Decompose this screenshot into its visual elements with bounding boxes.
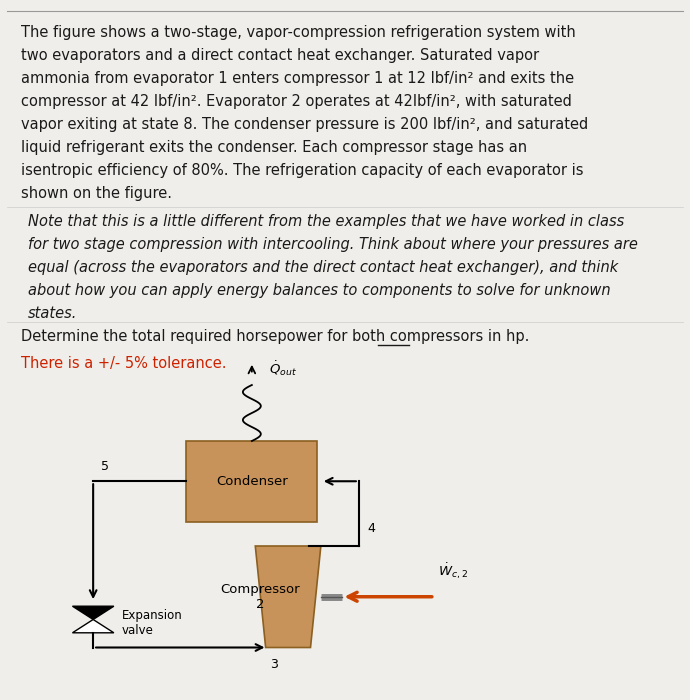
- Text: liquid refrigerant exits the condenser. Each compressor stage has an: liquid refrigerant exits the condenser. …: [21, 140, 527, 155]
- Text: Expansion
valve: Expansion valve: [122, 609, 183, 637]
- Text: 5: 5: [101, 460, 110, 473]
- Text: The figure shows a two-stage, vapor-compression refrigeration system with: The figure shows a two-stage, vapor-comp…: [21, 25, 575, 39]
- Text: 4: 4: [367, 522, 375, 535]
- Text: compressor at 42 lbf/in². Evaporator 2 operates at 42lbf/in², with saturated: compressor at 42 lbf/in². Evaporator 2 o…: [21, 94, 571, 108]
- Text: Determine the total required horsepower for both compressors in hp.: Determine the total required horsepower …: [21, 329, 529, 344]
- Text: states.: states.: [28, 306, 77, 321]
- Polygon shape: [72, 620, 114, 633]
- Text: shown on the figure.: shown on the figure.: [21, 186, 172, 201]
- Text: two evaporators and a direct contact heat exchanger. Saturated vapor: two evaporators and a direct contact hea…: [21, 48, 539, 62]
- Text: vapor exiting at state 8. The condenser pressure is 200 lbf/in², and saturated: vapor exiting at state 8. The condenser …: [21, 117, 588, 132]
- Text: Note that this is a little different from the examples that we have worked in cl: Note that this is a little different fro…: [28, 214, 624, 228]
- Text: about how you can apply energy balances to components to solve for unknown: about how you can apply energy balances …: [28, 283, 610, 298]
- Text: 3: 3: [270, 658, 278, 671]
- Text: equal (across the evaporators and the direct contact heat exchanger), and think: equal (across the evaporators and the di…: [28, 260, 618, 274]
- Text: There is a +/- 5% tolerance.: There is a +/- 5% tolerance.: [21, 356, 226, 370]
- FancyBboxPatch shape: [186, 441, 317, 522]
- Text: Compressor
2: Compressor 2: [221, 582, 300, 610]
- Polygon shape: [255, 546, 321, 648]
- Polygon shape: [72, 606, 114, 620]
- Text: isentropic efficiency of 80%. The refrigeration capacity of each evaporator is: isentropic efficiency of 80%. The refrig…: [21, 163, 583, 178]
- Text: Condenser: Condenser: [216, 475, 288, 488]
- Text: $\dot{W}_{c,2}$: $\dot{W}_{c,2}$: [438, 562, 468, 582]
- Text: $\dot{Q}_{out}$: $\dot{Q}_{out}$: [269, 360, 297, 378]
- Text: ammonia from evaporator 1 enters compressor 1 at 12 lbf/in² and exits the: ammonia from evaporator 1 enters compres…: [21, 71, 574, 85]
- Text: for two stage compression with intercooling. Think about where your pressures ar: for two stage compression with intercool…: [28, 237, 638, 251]
